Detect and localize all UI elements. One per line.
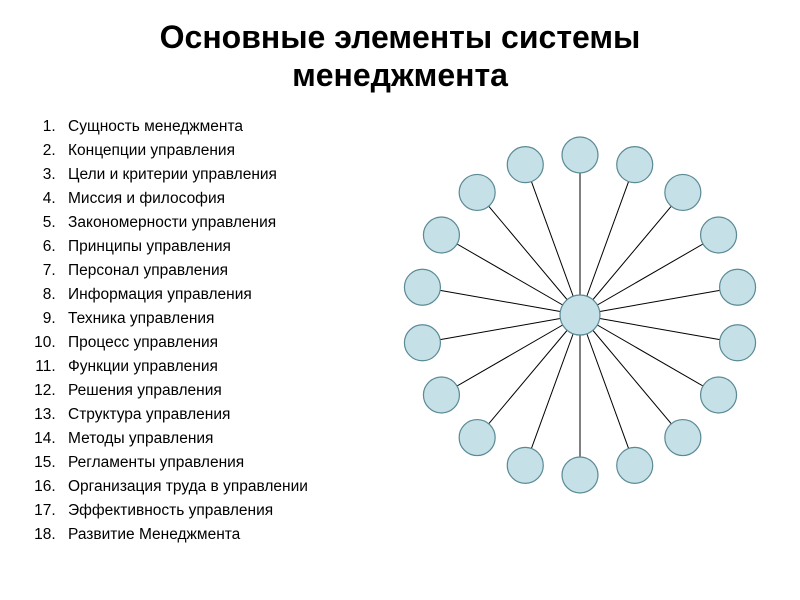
list-item: Миссия и философия [60, 187, 390, 211]
title-line-2: менеджмента [292, 57, 508, 93]
list-item: Техника управления [60, 307, 390, 331]
outer-node [720, 325, 756, 361]
outer-node [423, 217, 459, 253]
elements-list: Сущность менеджментаКонцепции управления… [18, 115, 390, 547]
list-item: Структура управления [60, 403, 390, 427]
outer-node [617, 146, 653, 182]
outer-node [665, 174, 701, 210]
list-item: Методы управления [60, 427, 390, 451]
list-item: Концепции управления [60, 139, 390, 163]
list-item: Решения управления [60, 379, 390, 403]
outer-node [459, 419, 495, 455]
spoke-line [580, 192, 683, 315]
outer-node [720, 269, 756, 305]
list-item: Эффективность управления [60, 499, 390, 523]
spoke-line [580, 315, 635, 465]
spoke-line [580, 315, 683, 438]
content-area: Сущность менеджментаКонцепции управления… [0, 95, 800, 555]
radial-diagram [390, 115, 800, 555]
title-line-1: Основные элементы системы [160, 19, 641, 55]
list-item: Принципы управления [60, 235, 390, 259]
list-item: Организация труда в управлении [60, 475, 390, 499]
outer-node [665, 419, 701, 455]
list-item: Функции управления [60, 355, 390, 379]
spoke-line [477, 315, 580, 438]
outer-node [507, 447, 543, 483]
outer-node [423, 377, 459, 413]
list-item: Регламенты управления [60, 451, 390, 475]
center-node [560, 295, 600, 335]
outer-node [404, 269, 440, 305]
outer-node [562, 457, 598, 493]
outer-node [404, 325, 440, 361]
outer-node [701, 377, 737, 413]
spoke-line [580, 164, 635, 314]
list-item: Сущность менеджмента [60, 115, 390, 139]
outer-node [459, 174, 495, 210]
list-item: Процесс управления [60, 331, 390, 355]
outer-node [507, 146, 543, 182]
page-title: Основные элементы системы менеджмента [0, 0, 800, 95]
list-item: Информация управления [60, 283, 390, 307]
list-item: Цели и критерии управления [60, 163, 390, 187]
list-item: Развитие Менеджмента [60, 523, 390, 547]
diagram-svg [380, 105, 790, 545]
list-container: Сущность менеджментаКонцепции управления… [0, 115, 390, 555]
spoke-line [525, 315, 580, 465]
spoke-line [525, 164, 580, 314]
outer-node [701, 217, 737, 253]
outer-node [562, 137, 598, 173]
outer-node [617, 447, 653, 483]
list-item: Персонал управления [60, 259, 390, 283]
list-item: Закономерности управления [60, 211, 390, 235]
spoke-line [477, 192, 580, 315]
